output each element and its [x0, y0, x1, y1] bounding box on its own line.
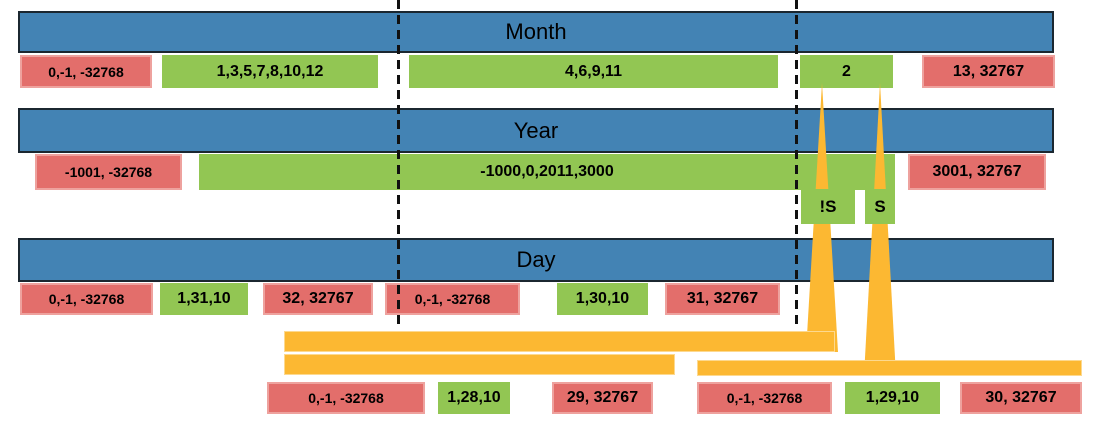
feb-leap-partition-valid: 1,29,10: [845, 382, 940, 414]
day31-partition-invalid-high: 32, 32767: [263, 283, 373, 315]
feb-leap-partition-invalid-low: 0,-1, -32768: [697, 382, 832, 414]
year-partition-invalid-low: -1001, -32768: [35, 154, 182, 190]
connector-bar-not-leap: [284, 331, 835, 352]
dashed-divider-right: [795, 0, 798, 325]
day31-partition-invalid-low: 0,-1, -32768: [20, 283, 153, 315]
year-partition-valid: -1000,0,2011,3000: [199, 154, 895, 190]
day30-partition-invalid-low: 0,-1, -32768: [385, 283, 520, 315]
dashed-divider-left: [397, 0, 400, 324]
day-bar-label: Day: [516, 247, 556, 272]
not-leap-flag-box: !S: [801, 189, 855, 224]
day31-partition-valid: 1,31,10: [160, 283, 248, 315]
feb-partition-invalid-high: 29, 32767: [552, 382, 653, 414]
month-bar: Month: [18, 11, 1054, 53]
month-partition-30day-months: 4,6,9,11: [409, 55, 778, 88]
feb-leap-partition-invalid-high: 30, 32767: [960, 382, 1082, 414]
feb-partition-valid: 1,28,10: [438, 382, 510, 414]
year-bar: Year: [18, 108, 1054, 153]
month-partition-february: 2: [800, 55, 893, 88]
day30-partition-valid: 1,30,10: [557, 283, 648, 315]
month-bar-label: Month: [505, 19, 567, 44]
feb-partition-invalid-low: 0,-1, -32768: [267, 382, 425, 414]
leap-flag-box: S: [865, 189, 895, 224]
connector-bar-feb-leap-group: [697, 360, 1082, 376]
month-partition-31day-months: 1,3,5,7,8,10,12: [162, 55, 378, 88]
day30-partition-invalid-high: 31, 32767: [665, 283, 780, 315]
day-bar: Day: [18, 238, 1054, 282]
month-partition-invalid-low: 0,-1, -32768: [20, 55, 152, 88]
year-bar-label: Year: [513, 117, 559, 143]
year-partition-invalid-high: 3001, 32767: [908, 154, 1046, 190]
month-partition-invalid-high: 13, 32767: [922, 55, 1055, 88]
connector-bar-feb-group: [284, 354, 675, 375]
